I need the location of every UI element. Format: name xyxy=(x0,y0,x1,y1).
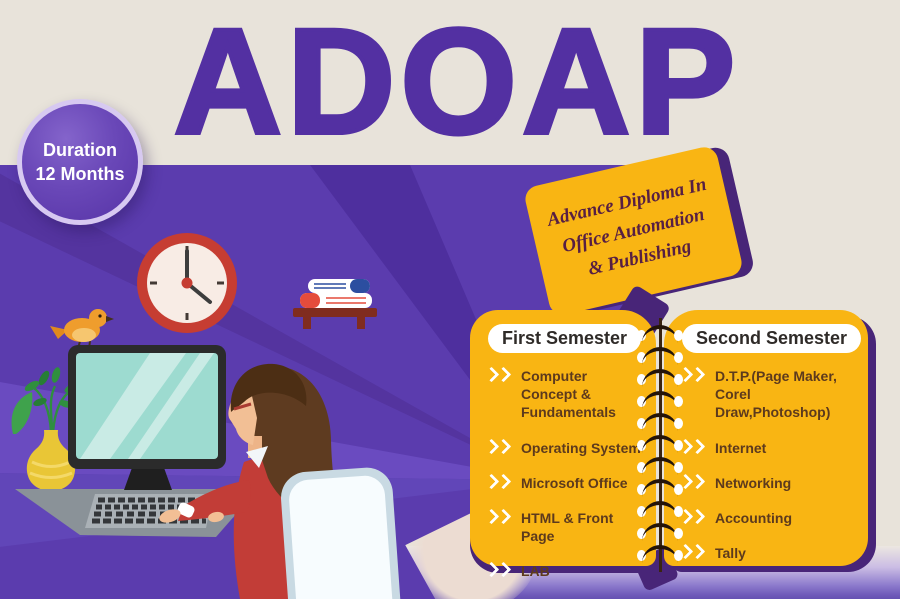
double-chevron-icon xyxy=(677,543,706,560)
double-chevron-icon xyxy=(677,366,706,383)
spiral-stitch xyxy=(637,434,683,451)
course-item: Microsoft Office xyxy=(483,473,646,492)
course-item: Computer Concept & Fundamentals xyxy=(483,366,646,422)
double-chevron-icon xyxy=(483,438,512,454)
course-item-label: LAB xyxy=(521,563,550,580)
double-chevron-icon xyxy=(483,508,512,525)
course-item: LAB xyxy=(483,562,646,580)
computer-monitor-icon xyxy=(68,345,226,490)
spiral-stitch xyxy=(637,478,683,495)
course-item-label: Computer Concept & Fundamentals xyxy=(521,368,616,421)
course-item: D.T.P.(Page Maker, Corel Draw,Photoshop) xyxy=(677,366,858,422)
course-item-label: D.T.P.(Page Maker, Corel Draw,Photoshop) xyxy=(715,368,837,421)
course-item-label: HTML & Front Page xyxy=(521,509,614,545)
course-item-label: Accounting xyxy=(715,509,792,526)
duration-label: Duration xyxy=(43,139,117,160)
office-chair-icon xyxy=(280,467,404,599)
wall-clock-icon xyxy=(137,233,237,333)
page-title: ADOAP xyxy=(172,0,741,165)
course-item: Internet xyxy=(677,438,858,457)
duration-badge: Duration 12 Months xyxy=(17,99,143,225)
spiral-stitch xyxy=(637,456,683,473)
spiral-stitch xyxy=(637,390,683,407)
bookshelf-icon xyxy=(293,279,377,329)
spiral-stitch xyxy=(637,500,683,517)
first-semester-items: Computer Concept & Fundamentals Operating… xyxy=(483,366,646,581)
first-semester-header: First Semester xyxy=(488,324,642,353)
notebook-binding xyxy=(637,318,683,572)
spiral-stitch xyxy=(637,522,683,539)
first-semester-panel: First Semester Computer Concept & Fundam… xyxy=(470,310,656,579)
course-item: HTML & Front Page xyxy=(483,508,646,545)
course-item-label: Internet xyxy=(715,439,767,456)
duration-value: 12 Months xyxy=(35,164,125,184)
course-item: Tally xyxy=(677,543,858,562)
double-chevron-icon xyxy=(677,438,706,454)
second-semester-panel: Second Semester D.T.P.(Page Maker, Corel… xyxy=(664,310,868,566)
second-semester-header: Second Semester xyxy=(682,324,862,353)
double-chevron-icon xyxy=(483,366,512,383)
double-chevron-icon xyxy=(677,508,706,525)
spiral-stitch xyxy=(637,324,683,341)
course-item: Accounting xyxy=(677,508,858,527)
spiral-stitch xyxy=(637,544,683,561)
double-chevron-icon xyxy=(483,562,512,578)
spiral-stitch xyxy=(637,346,683,363)
spiral-stitch xyxy=(637,412,683,429)
course-item: Networking xyxy=(677,473,858,492)
course-item: Operating System xyxy=(483,438,646,457)
spiral-stitch xyxy=(637,368,683,385)
double-chevron-icon xyxy=(677,473,706,490)
course-item-label: Microsoft Office xyxy=(521,474,628,491)
double-chevron-icon xyxy=(483,473,512,490)
office-illustration xyxy=(11,233,404,599)
bird-icon xyxy=(50,309,114,350)
second-semester-items: D.T.P.(Page Maker, Corel Draw,Photoshop)… xyxy=(677,366,858,562)
plant-icon xyxy=(11,367,80,491)
course-item-label: Operating System xyxy=(521,439,641,456)
course-item-label: Tally xyxy=(715,545,746,562)
course-item-label: Networking xyxy=(715,474,792,491)
